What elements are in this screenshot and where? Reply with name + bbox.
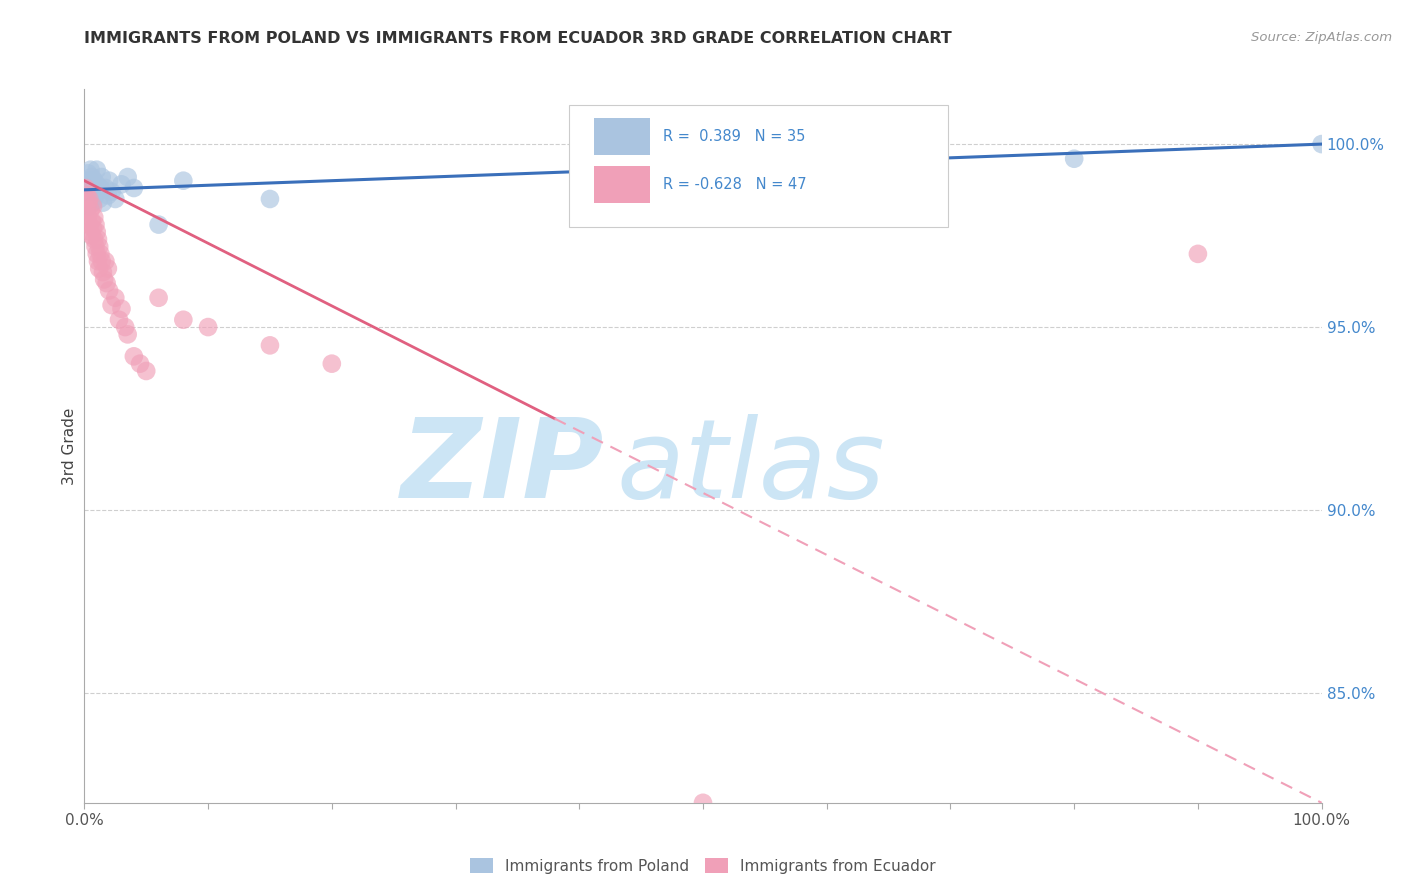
- Point: [90, 169, 112, 184]
- Point: [77, 211, 100, 225]
- Point: [114, 320, 136, 334]
- Point: [83, 232, 105, 246]
- FancyBboxPatch shape: [569, 105, 948, 227]
- Point: [89, 239, 111, 253]
- Point: [87, 232, 110, 246]
- Point: [76, 192, 98, 206]
- Point: [93, 272, 115, 286]
- Point: [129, 357, 152, 371]
- Point: [79, 192, 101, 206]
- Point: [97, 261, 120, 276]
- Point: [94, 254, 117, 268]
- Point: [87, 254, 110, 268]
- Point: [75, 181, 97, 195]
- Point: [197, 320, 219, 334]
- Point: [104, 291, 127, 305]
- Text: R = -0.628   N = 47: R = -0.628 N = 47: [664, 178, 807, 193]
- Point: [89, 247, 111, 261]
- Point: [87, 185, 110, 199]
- Point: [79, 225, 101, 239]
- Point: [1063, 152, 1085, 166]
- Point: [122, 181, 145, 195]
- Bar: [595, 166, 650, 203]
- Y-axis label: 3rd Grade: 3rd Grade: [62, 408, 77, 484]
- Point: [83, 211, 105, 225]
- Point: [100, 185, 122, 199]
- Point: [77, 195, 100, 210]
- Point: [80, 192, 103, 206]
- Point: [86, 162, 108, 177]
- Point: [135, 364, 157, 378]
- Point: [83, 174, 105, 188]
- Point: [89, 181, 111, 195]
- Point: [82, 199, 104, 213]
- Point: [259, 338, 281, 352]
- Point: [117, 327, 139, 342]
- Point: [82, 195, 104, 210]
- Point: [89, 192, 111, 206]
- Point: [79, 185, 101, 199]
- Point: [77, 188, 100, 202]
- Point: [1310, 137, 1333, 152]
- Point: [172, 174, 194, 188]
- Point: [90, 254, 112, 268]
- Point: [91, 265, 114, 279]
- Point: [86, 178, 108, 192]
- Point: [79, 202, 101, 217]
- Point: [98, 174, 121, 188]
- Point: [79, 174, 101, 188]
- Point: [148, 218, 170, 232]
- Point: [172, 312, 194, 326]
- Bar: [595, 118, 650, 155]
- Point: [148, 291, 170, 305]
- Point: [110, 178, 132, 192]
- Point: [96, 276, 118, 290]
- Point: [122, 349, 145, 363]
- Point: [76, 202, 98, 217]
- Text: IMMIGRANTS FROM POLAND VS IMMIGRANTS FROM ECUADOR 3RD GRADE CORRELATION CHART: IMMIGRANTS FROM POLAND VS IMMIGRANTS FRO…: [84, 31, 952, 46]
- Point: [89, 261, 111, 276]
- Point: [104, 192, 127, 206]
- Point: [79, 199, 101, 213]
- Point: [110, 301, 132, 316]
- Point: [82, 181, 104, 195]
- Point: [86, 247, 108, 261]
- Point: [100, 298, 122, 312]
- Point: [79, 218, 101, 232]
- Point: [321, 357, 343, 371]
- Text: ZIP: ZIP: [401, 414, 605, 521]
- Text: R =  0.389   N = 35: R = 0.389 N = 35: [664, 128, 806, 144]
- Point: [259, 192, 281, 206]
- Point: [76, 181, 98, 195]
- Point: [75, 174, 97, 188]
- Legend: Immigrants from Poland, Immigrants from Ecuador: Immigrants from Poland, Immigrants from …: [464, 852, 942, 880]
- Point: [98, 284, 121, 298]
- Point: [80, 169, 103, 184]
- Point: [84, 218, 107, 232]
- Point: [86, 225, 108, 239]
- Point: [84, 188, 107, 202]
- Point: [1187, 247, 1209, 261]
- Point: [117, 169, 139, 184]
- Point: [77, 166, 100, 180]
- Point: [84, 239, 107, 253]
- Point: [692, 796, 714, 810]
- Point: [97, 188, 120, 202]
- Point: [80, 214, 103, 228]
- Point: [76, 188, 98, 202]
- Point: [94, 181, 117, 195]
- Point: [79, 162, 101, 177]
- Point: [80, 228, 103, 243]
- Text: Source: ZipAtlas.com: Source: ZipAtlas.com: [1251, 31, 1392, 45]
- Text: atlas: atlas: [616, 414, 884, 521]
- Point: [82, 221, 104, 235]
- Point: [108, 312, 131, 326]
- Point: [91, 195, 114, 210]
